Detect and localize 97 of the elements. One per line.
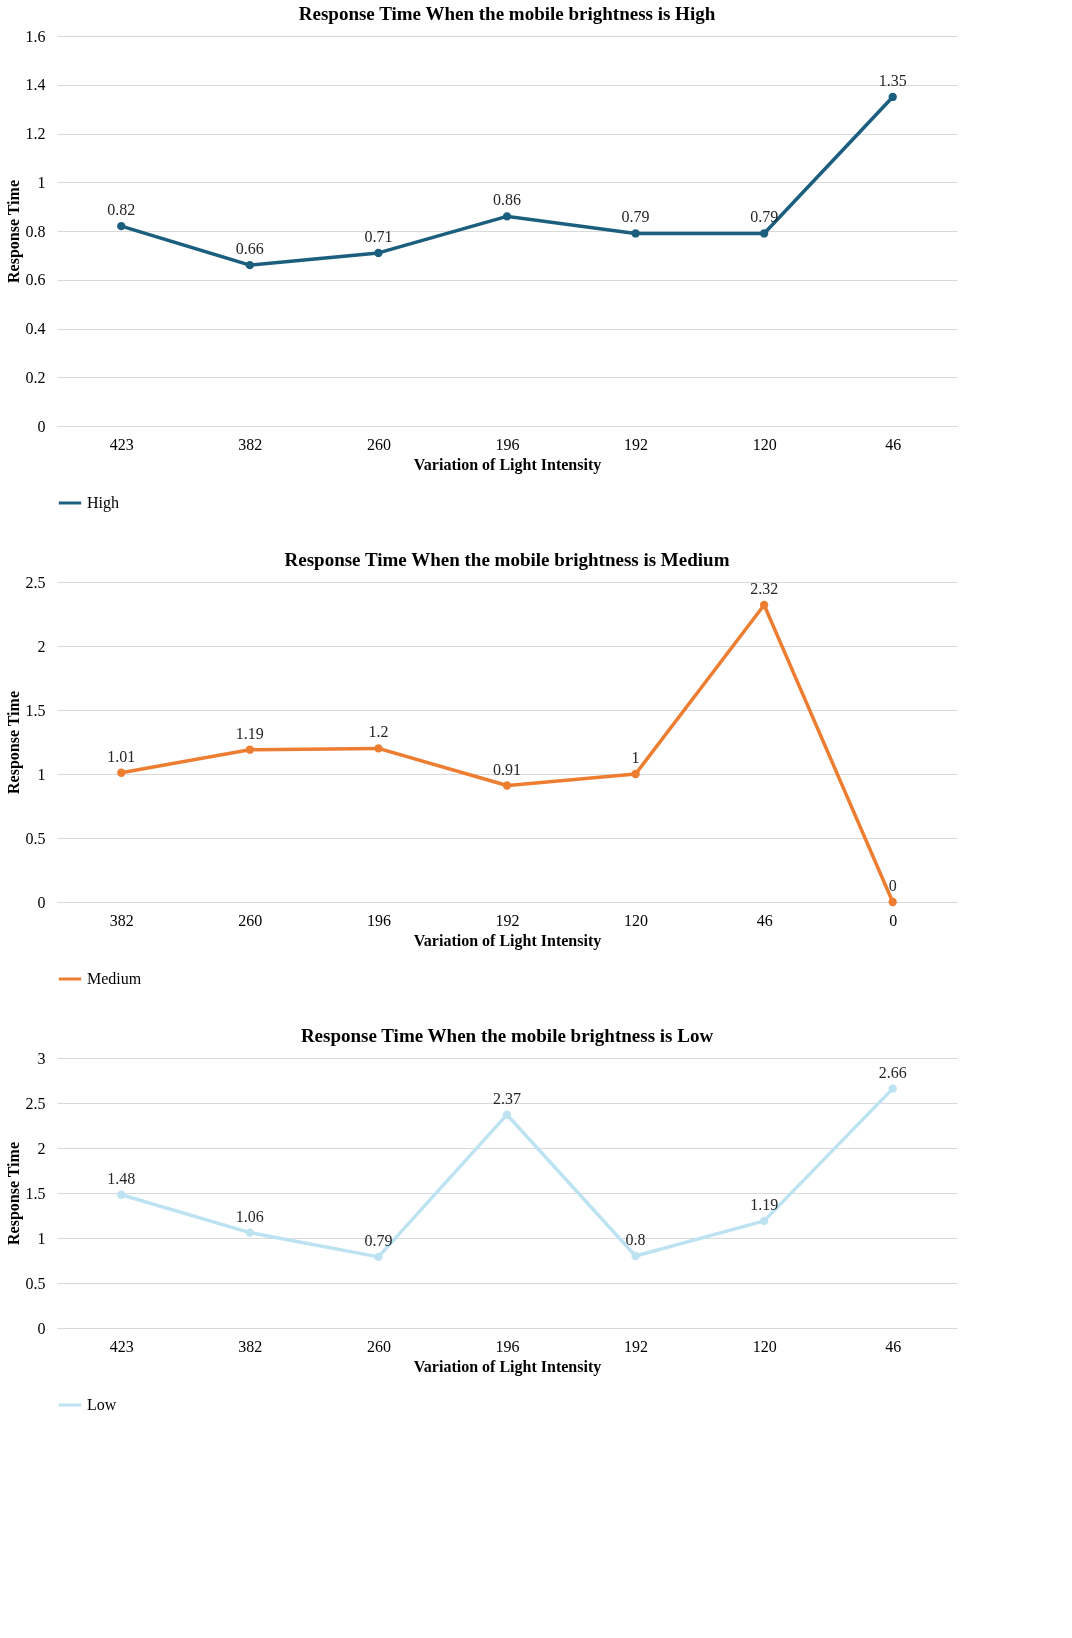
point	[245, 260, 255, 270]
x-tick-label: 46	[885, 1337, 902, 1355]
data-label: 1.35	[878, 71, 907, 89]
y-tick-label: 1	[37, 1229, 46, 1247]
x-tick-label: 0	[889, 911, 898, 929]
data-label: 0.82	[107, 201, 136, 219]
legend-label: Low	[87, 1396, 117, 1413]
x-axis-title: Variation of Light Intensity	[413, 931, 602, 950]
y-tick-label: 0	[37, 1319, 46, 1337]
point	[374, 248, 383, 258]
y-tick-label: 0	[37, 893, 46, 911]
x-tick-label: 120	[624, 911, 649, 929]
point	[888, 92, 897, 102]
y-tick-label: 1.2	[25, 125, 46, 142]
x-tick-label: 260	[238, 911, 263, 929]
y-tick-label: 0.5	[25, 829, 46, 847]
y-tick-label: 1	[37, 173, 46, 191]
point	[374, 1252, 383, 1262]
data-label: 0.91	[493, 760, 521, 778]
data-label: 0.79	[750, 208, 779, 226]
x-tick-label: 196	[495, 435, 520, 453]
point	[374, 744, 383, 753]
point	[631, 229, 640, 238]
data-label: 1.19	[750, 1195, 779, 1213]
y-tick-label: 0.5	[25, 1274, 46, 1292]
data-label: 1.06	[235, 1207, 264, 1225]
point	[502, 212, 512, 221]
data-label: 2.32	[750, 580, 779, 598]
x-tick-label: 192	[624, 1337, 649, 1355]
point	[888, 897, 897, 907]
data-label: 1	[631, 749, 640, 766]
x-tick-label: 192	[495, 911, 520, 929]
y-tick-label: 0	[37, 417, 46, 435]
data-label: 2.66	[878, 1063, 907, 1081]
data-label: 0.79	[364, 1231, 393, 1249]
point	[117, 768, 126, 777]
x-tick-label: 260	[366, 1337, 391, 1355]
x-tick-label: 382	[109, 911, 134, 929]
point	[502, 1110, 512, 1119]
x-tick-label: 120	[752, 1337, 777, 1355]
y-tick-label: 1.5	[25, 1184, 46, 1202]
point	[759, 229, 769, 238]
x-tick-label: 46	[756, 911, 773, 929]
x-tick-label: 196	[495, 1337, 520, 1355]
y-tick-label: 0.8	[25, 222, 46, 240]
legend-label: Medium	[87, 970, 142, 987]
x-tick-label: 260	[366, 435, 391, 453]
y-axis-title: Response Time	[4, 180, 23, 283]
point	[245, 1228, 255, 1237]
point	[631, 769, 640, 779]
point	[117, 1190, 126, 1199]
y-tick-label: 0.6	[25, 271, 46, 289]
point	[245, 745, 255, 754]
point	[117, 221, 126, 231]
chart-title: Response Time When the mobile brightness is Medium	[284, 549, 730, 570]
x-tick-label: 423	[109, 435, 134, 453]
data-label: 1.19	[235, 724, 264, 742]
y-tick-label: 2.5	[25, 573, 46, 591]
data-label: 1.01	[107, 747, 136, 765]
x-tick-label: 423	[109, 1337, 134, 1355]
point	[888, 1084, 897, 1093]
data-label: 0.8	[625, 1231, 646, 1248]
x-axis-title: Variation of Light Intensity	[413, 1357, 602, 1376]
y-tick-label: 1.4	[25, 76, 46, 94]
x-tick-label: 192	[624, 435, 649, 453]
x-tick-label: 196	[366, 911, 391, 929]
x-axis-title: Variation of Light Intensity	[413, 455, 602, 474]
point	[759, 600, 769, 610]
point	[631, 1251, 640, 1261]
data-label: 0.79	[621, 208, 650, 226]
y-tick-label: 1.6	[25, 27, 46, 45]
data-label: 0	[888, 877, 897, 894]
legend-label: High	[87, 494, 119, 512]
x-tick-label: 382	[238, 1337, 263, 1355]
x-tick-label: 382	[238, 435, 263, 453]
chart-title: Response Time When the mobile brightness is High	[298, 3, 716, 24]
x-tick-label: 120	[752, 435, 777, 453]
point	[759, 1216, 769, 1226]
y-tick-label: 1.5	[25, 701, 46, 719]
data-label: 1.2	[368, 723, 389, 741]
y-axis-title: Response Time	[4, 1142, 23, 1245]
y-tick-label: 2.5	[25, 1094, 46, 1112]
y-tick-label: 0.4	[25, 320, 46, 337]
y-tick-label: 1	[37, 765, 46, 783]
y-tick-label: 2	[37, 637, 46, 655]
data-label: 0.66	[235, 240, 264, 258]
y-tick-label: 3	[37, 1049, 46, 1067]
point	[502, 781, 512, 790]
data-label: 2.37	[493, 1089, 521, 1107]
y-tick-label: 0.2	[25, 368, 46, 386]
chart-title: Response Time When the mobile brightness is Low	[300, 1025, 714, 1046]
data-label: 0.71	[364, 227, 393, 245]
x-tick-label: 46	[885, 435, 902, 453]
y-axis-title: Response Time	[4, 691, 23, 794]
y-tick-label: 2	[37, 1139, 46, 1157]
data-label: 0.86	[493, 191, 521, 209]
data-label: 1.48	[107, 1169, 136, 1187]
